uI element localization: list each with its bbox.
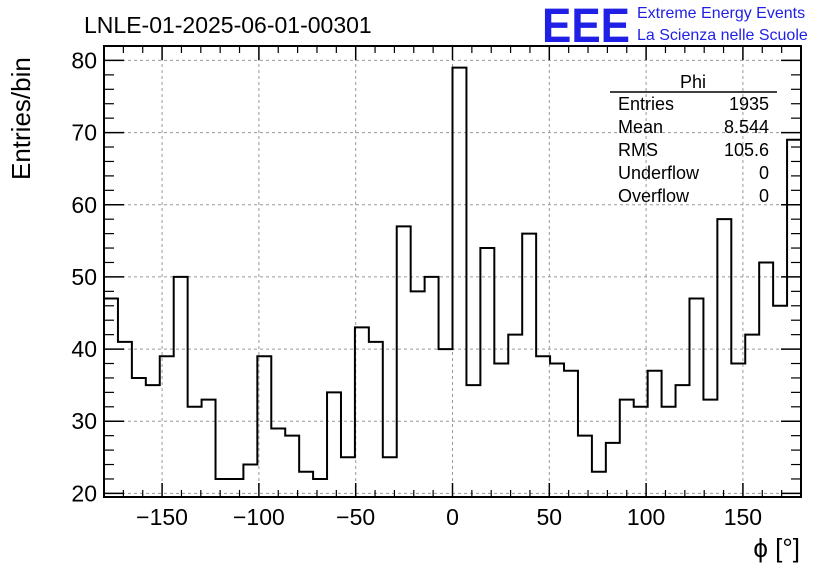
- stats-value-underflow: 0: [759, 163, 769, 183]
- stats-title: Phi: [680, 72, 706, 92]
- x-axis-ticks: −150 −100 −50 0 50 100 150: [103, 46, 802, 530]
- y-tick-label: 60: [71, 192, 97, 218]
- x-tick-label: 100: [627, 504, 665, 530]
- stats-label-entries: Entries: [618, 94, 674, 114]
- stats-value-rms: 105.6: [724, 140, 769, 160]
- stats-value-overflow: 0: [759, 186, 769, 206]
- stats-label-underflow: Underflow: [618, 163, 700, 183]
- chart-title: LNLE-01-2025-06-01-00301: [84, 12, 372, 38]
- x-tick-label: −150: [136, 504, 188, 530]
- x-tick-label: 0: [446, 504, 459, 530]
- x-tick-label: 50: [537, 504, 563, 530]
- stats-box: Phi Entries 1935 Mean 8.544 RMS 105.6 Un…: [610, 72, 777, 206]
- stats-value-entries: 1935: [729, 94, 769, 114]
- y-tick-label: 50: [71, 264, 97, 290]
- y-tick-label: 20: [71, 480, 97, 506]
- logo-eee: EEE: [542, 0, 630, 53]
- y-tick-label: 40: [71, 336, 97, 362]
- y-axis-label: Entries/bin: [6, 57, 36, 180]
- y-tick-label: 80: [71, 47, 97, 73]
- stats-label-overflow: Overflow: [618, 186, 690, 206]
- x-tick-label: −100: [233, 504, 285, 530]
- x-axis-label: ϕ [°]: [753, 533, 800, 563]
- stats-label-mean: Mean: [618, 117, 663, 137]
- y-tick-label: 70: [71, 120, 97, 146]
- x-tick-label: −50: [336, 504, 375, 530]
- x-tick-label: 150: [724, 504, 762, 530]
- logo-line-1: Extreme Energy Events: [637, 5, 805, 22]
- stats-label-rms: RMS: [618, 140, 658, 160]
- stats-value-mean: 8.544: [724, 117, 769, 137]
- y-axis-ticks: 20 30 40 50 60 70 80: [71, 45, 801, 506]
- y-tick-label: 30: [71, 408, 97, 434]
- histogram-series-line: [103, 66, 801, 497]
- logo-line-2: La Scienza nelle Scuole: [637, 27, 808, 44]
